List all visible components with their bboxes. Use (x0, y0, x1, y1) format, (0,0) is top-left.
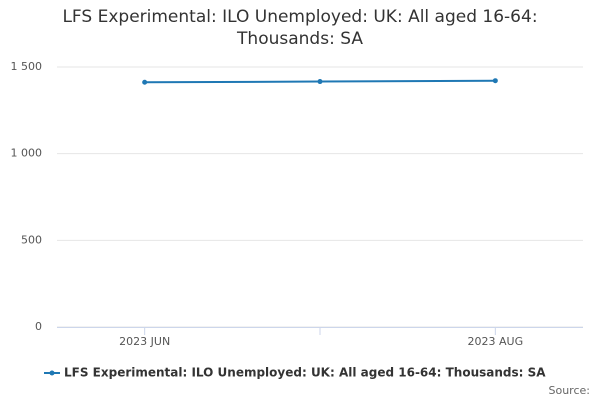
y-tick-label: 0 (35, 320, 42, 333)
x-tick-label: 2023 JUN (119, 335, 170, 348)
x-tick-label: 2023 AUG (468, 335, 524, 348)
legend-marker (49, 370, 55, 376)
chart-title: LFS Experimental: ILO Unemployed: UK: Al… (62, 7, 538, 49)
data-point (317, 79, 323, 85)
y-tick-label: 1 000 (11, 147, 43, 160)
y-tick-label: 500 (21, 233, 42, 246)
data-point (142, 79, 148, 85)
legend-label: LFS Experimental: ILO Unemployed: UK: Al… (64, 366, 546, 380)
data-point (492, 78, 498, 84)
y-tick-label: 1 500 (11, 60, 43, 73)
source-label: Source: (549, 384, 591, 397)
